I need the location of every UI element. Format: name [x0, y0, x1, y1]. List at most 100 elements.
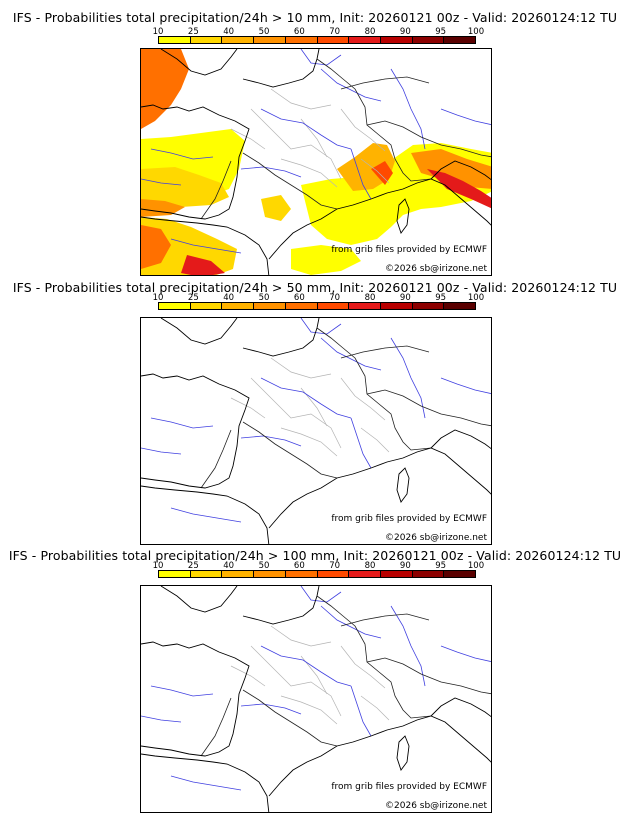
river — [170, 775, 242, 791]
precipitation-area — [371, 161, 393, 185]
region-border — [360, 695, 390, 721]
river — [240, 703, 302, 715]
region-border — [270, 357, 332, 379]
copyright-credit: ©2026 sb@irizone.net — [385, 533, 487, 543]
panel-title: IFS - Probabilities total precipitation/… — [12, 280, 618, 295]
precipitation-area — [141, 167, 229, 207]
colorbar-swatch — [444, 37, 476, 43]
colorbar-label: 90 — [399, 293, 411, 303]
copyright-credit: ©2026 sb@irizone.net — [385, 801, 487, 811]
country-border — [242, 152, 338, 210]
coastline — [430, 160, 491, 181]
colorbar-label: 70 — [329, 293, 341, 303]
precipitation-area — [141, 217, 237, 275]
country-border — [242, 689, 338, 747]
colorbar-label: 95 — [435, 27, 447, 37]
colorbar-label: 60 — [293, 293, 305, 303]
colorbar-label: 90 — [399, 561, 411, 571]
colorbar-label: 80 — [364, 293, 376, 303]
colorbar-label: 10 — [152, 561, 164, 571]
precipitation-area — [141, 199, 185, 217]
river — [300, 49, 342, 66]
region-border — [270, 88, 332, 110]
colorbar-label: 70 — [329, 561, 341, 571]
island-coastline — [396, 735, 410, 771]
river — [300, 586, 342, 603]
coastline — [141, 641, 250, 757]
river — [300, 318, 342, 335]
region-border — [280, 427, 338, 457]
colorbar-swatch — [222, 571, 255, 577]
river — [150, 148, 214, 160]
coastline — [160, 318, 238, 345]
precipitation-area — [427, 169, 491, 209]
colorbar-label: 80 — [364, 27, 376, 37]
colorbar-swatch — [412, 571, 445, 577]
river — [260, 645, 352, 687]
river — [390, 605, 426, 687]
coastline — [268, 715, 491, 797]
coastline — [141, 373, 250, 489]
country-border — [366, 120, 491, 158]
colorbar-label: 95 — [435, 561, 447, 571]
colorbar-swatch — [317, 303, 350, 309]
coastline — [141, 104, 250, 220]
region-border — [250, 645, 342, 717]
colorbar-label: 40 — [223, 27, 235, 37]
colorbar-label: 10 — [152, 293, 164, 303]
country-border — [366, 657, 491, 695]
region-border — [360, 158, 390, 184]
river — [170, 507, 242, 523]
colorbar-swatch — [285, 37, 318, 43]
precipitation-area — [291, 245, 361, 275]
colorbar-swatch — [444, 303, 476, 309]
colorbar-label: 60 — [293, 27, 305, 37]
colorbar-swatch — [349, 37, 381, 43]
coastline — [242, 318, 320, 357]
colorbar-swatches — [158, 302, 476, 310]
precipitation-map — [141, 318, 491, 544]
colorbar-label: 50 — [258, 293, 270, 303]
colorbar-swatch — [254, 571, 286, 577]
copyright-credit: ©2026 sb@irizone.net — [385, 264, 487, 274]
region-border — [230, 397, 266, 419]
colorbar-swatch — [254, 37, 286, 43]
colorbar-swatch — [222, 303, 255, 309]
country-border — [316, 595, 432, 719]
river — [350, 417, 372, 469]
river — [260, 108, 352, 150]
colorbar-swatch — [349, 303, 381, 309]
coastline — [430, 697, 491, 718]
colorbar-label: 50 — [258, 561, 270, 571]
river — [350, 685, 372, 737]
colorbar-swatch — [190, 303, 223, 309]
colorbar-swatch — [380, 571, 413, 577]
river — [390, 68, 426, 150]
colorbar-swatch — [380, 303, 413, 309]
source-credit: from grib files provided by ECMWF — [331, 782, 487, 792]
precipitation-area — [261, 195, 291, 221]
region-border — [340, 645, 386, 689]
island-coastline — [396, 467, 410, 503]
panel-title: IFS - Probabilities total precipitation/… — [12, 10, 618, 25]
colorbar-label: 100 — [467, 561, 485, 571]
colorbar-label: 90 — [399, 27, 411, 37]
colorbar-label: 50 — [258, 27, 270, 37]
colorbar-swatch — [317, 37, 350, 43]
colorbar-swatch — [159, 571, 191, 577]
country-border — [316, 327, 432, 451]
country-border — [200, 160, 232, 220]
river — [170, 238, 242, 254]
river — [320, 68, 382, 102]
source-credit: from grib files provided by ECMWF — [331, 245, 487, 255]
river — [260, 377, 352, 419]
colorbar-swatch — [412, 37, 445, 43]
region-border — [340, 377, 386, 421]
colorbar: 10 25 40 50 60 70 80 90 95 100 — [153, 561, 484, 579]
region-border — [230, 665, 266, 687]
colorbar-swatch — [380, 37, 413, 43]
colorbar-swatch — [159, 303, 191, 309]
colorbar-label: 100 — [467, 293, 485, 303]
colorbar-label: 25 — [187, 293, 199, 303]
colorbar-label: 40 — [223, 293, 235, 303]
